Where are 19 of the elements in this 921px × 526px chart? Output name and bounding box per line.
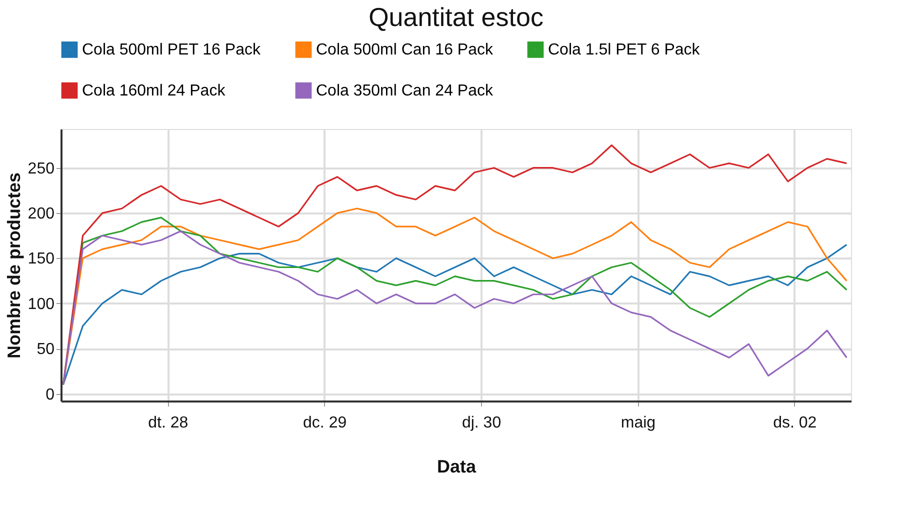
y-tick-label: 100: [28, 296, 55, 313]
legend-label: Cola 350ml Can 24 Pack: [316, 82, 494, 100]
chart-title: Quantitat estoc: [368, 2, 544, 32]
legend-label: Cola 160ml 24 Pack: [82, 82, 226, 100]
x-tick-label: dt. 28: [148, 414, 188, 432]
y-tick-label: 200: [28, 206, 55, 223]
y-tick-label: 250: [28, 160, 55, 178]
x-tick-label: dc. 29: [303, 414, 347, 432]
x-tick-label: dj. 30: [462, 414, 502, 432]
y-axis-title: Nombre de productes: [4, 172, 24, 359]
legend-label: Cola 500ml Can 16 Pack: [316, 42, 494, 59]
legend-label: Cola 1.5l PET 6 Pack: [548, 42, 701, 59]
y-tick-label: 150: [28, 250, 55, 268]
x-tick-label: ds. 02: [773, 414, 817, 432]
y-tick-label: 50: [36, 341, 55, 358]
legend-label: Cola 500ml PET 16 Pack: [82, 42, 262, 59]
y-tick-label: 0: [46, 386, 55, 404]
x-tick-label: maig: [620, 414, 656, 432]
x-axis-title: Data: [436, 456, 477, 476]
